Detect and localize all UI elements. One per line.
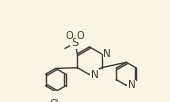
Text: O: O <box>77 31 84 41</box>
Text: N: N <box>128 80 136 90</box>
Text: N: N <box>103 49 111 59</box>
Text: Cl: Cl <box>49 99 59 102</box>
Text: S: S <box>71 38 79 48</box>
Text: O: O <box>65 31 73 41</box>
Text: N: N <box>91 70 99 80</box>
